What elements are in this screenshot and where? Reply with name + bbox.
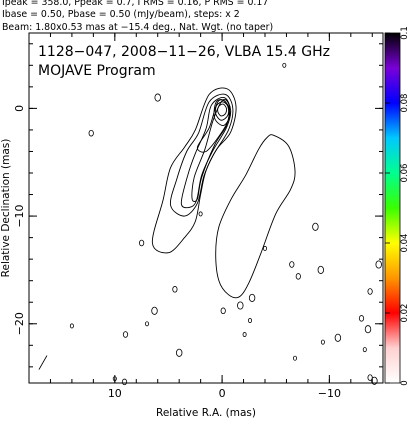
noise-contour: [121, 378, 128, 386]
x-tick-label: 0: [219, 387, 226, 400]
noise-contour: [375, 260, 382, 269]
colorbar-tick-label: 0.08: [400, 94, 409, 113]
header-stats-line-1: Ipeak = 358.0, Ppeak = 0.7, I RMS = 0.16…: [2, 0, 269, 8]
noise-contour: [69, 323, 74, 329]
x-axis-label: Relative R.A. (mas): [156, 407, 256, 419]
contour-level-4: [191, 98, 231, 202]
noise-contour: [362, 347, 367, 353]
y-tick-label: −10: [13, 204, 26, 227]
beam-marker: [38, 355, 48, 370]
contour-level-8: [196, 99, 230, 153]
contour-level-0.5: [151, 87, 237, 254]
noise-contour: [248, 293, 256, 302]
noise-contour: [198, 211, 203, 217]
noise-contour: [220, 307, 226, 315]
noise-contour: [122, 331, 129, 338]
header-beam-line: Beam: 1.80x0.53 mas at −15.4 deg., Nat. …: [2, 22, 274, 33]
plot-title: 1128−047, 2008−11−26, VLBA 15.4 GHz: [38, 44, 330, 60]
contour-lines: [151, 87, 296, 299]
noise-islands: [38, 62, 382, 386]
noise-contour: [334, 333, 342, 342]
noise-contour: [144, 321, 149, 327]
noise-contour: [175, 348, 183, 357]
contour-level-16: [213, 99, 231, 127]
noise-contour: [247, 318, 252, 323]
noise-contour: [88, 129, 94, 137]
noise-contour: [312, 222, 319, 231]
noise-contour: [292, 355, 297, 361]
noise-contour: [262, 245, 267, 251]
noise-contour: [112, 376, 117, 382]
noise-contour: [289, 261, 295, 268]
colorbar-tick-label: 0.06: [400, 164, 409, 183]
noise-contour: [371, 376, 378, 385]
noise-contour: [282, 62, 287, 68]
contour-level-2: [180, 97, 232, 209]
noise-contour: [358, 315, 365, 322]
noise-contour: [151, 306, 158, 315]
y-tick-label: −20: [13, 312, 26, 335]
colorbar-tick-label: 0.04: [400, 234, 409, 253]
colorbar-tick-label: 0.1: [400, 26, 409, 40]
plot-frame: [28, 32, 384, 384]
contour-level-64: [217, 103, 227, 117]
noise-contour: [317, 265, 324, 274]
x-tick-label: 10: [108, 387, 122, 400]
noise-contour: [237, 301, 244, 310]
x-tick-label: −10: [318, 387, 341, 400]
noise-contour: [154, 93, 161, 102]
colorbar-tick-label: 0: [400, 380, 409, 385]
noise-contour: [242, 332, 247, 337]
axis-ticks: 10 0 −10 0 −10 −20: [13, 33, 383, 400]
noise-contour: [139, 239, 145, 247]
y-axis-label: Relative Declination (mas): [0, 139, 12, 278]
colorbar: [384, 32, 401, 384]
noise-contour: [367, 288, 373, 295]
colorbar-ticks: 0.1 0.08 0.06 0.04 0.02 0: [385, 26, 409, 386]
noise-contour: [295, 273, 301, 280]
y-tick-label: 0: [13, 105, 26, 112]
plume-contour: [215, 134, 296, 299]
noise-contour: [172, 286, 178, 293]
noise-contour: [364, 325, 372, 334]
plot-subtitle: MOJAVE Program: [38, 63, 156, 79]
contour-level-32: [214, 101, 230, 121]
noise-contour: [320, 339, 325, 345]
colorbar-tick-label: 0.02: [400, 304, 409, 323]
contour-level-1: [169, 93, 234, 217]
header-stats-line-2: Ibase = 0.50, Pbase = 0.50 (mJy/beam), s…: [2, 9, 240, 20]
